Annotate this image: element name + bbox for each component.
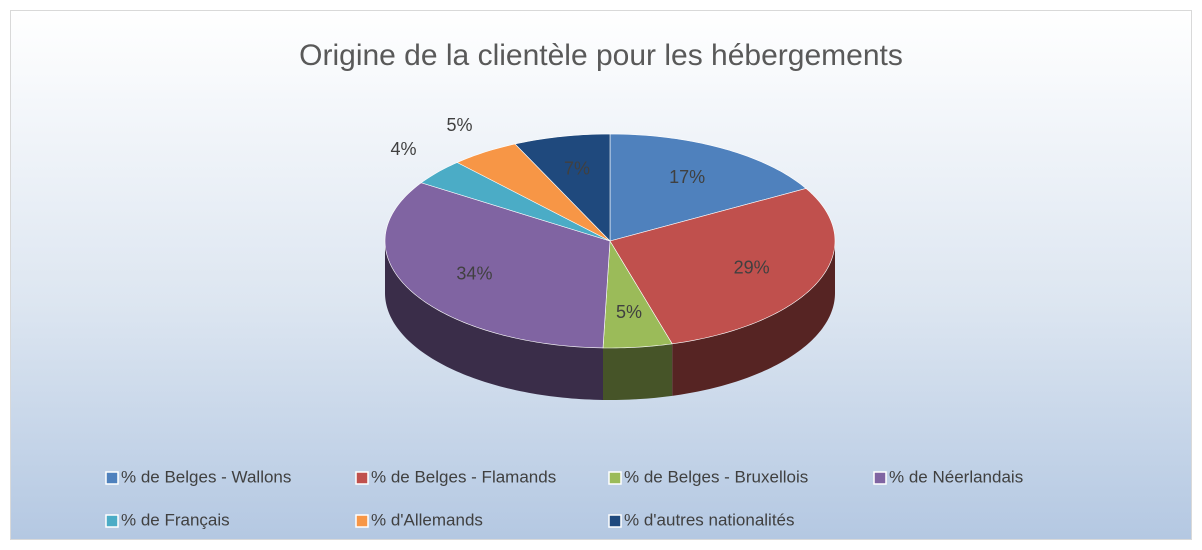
pie-slice	[456, 143, 611, 242]
legend-label: % de Belges - Wallons	[121, 467, 291, 486]
legend-swatch	[608, 514, 622, 528]
legend-swatch	[608, 471, 622, 485]
legend-label: % d'Allemands	[371, 510, 483, 529]
legend-label: % de Belges - Bruxellois	[624, 467, 808, 486]
pie-slice	[384, 182, 611, 349]
data-label: 5%	[447, 115, 473, 135]
legend-swatch	[355, 514, 369, 528]
data-label: 17%	[669, 167, 705, 187]
chart-title: Origine de la clientèle pour les héberge…	[299, 39, 903, 72]
pie-slice	[602, 240, 673, 349]
pie-side	[672, 241, 835, 396]
legend-swatch	[355, 471, 369, 485]
legend-label: % d'autres nationalités	[624, 510, 795, 529]
data-label: 29%	[734, 257, 770, 277]
data-label: 7%	[564, 159, 590, 179]
legend-label: % de Français	[121, 510, 230, 529]
legend-swatch	[105, 471, 119, 485]
pie-slice	[514, 133, 611, 242]
pie-slice	[420, 162, 611, 242]
pie-slice	[609, 133, 807, 242]
pie-slice	[609, 188, 836, 345]
legend-label: % de Belges - Flamands	[371, 467, 556, 486]
legend-swatch	[873, 471, 887, 485]
legend-swatch	[105, 514, 119, 528]
data-label: 5%	[616, 302, 642, 322]
data-label: 34%	[456, 263, 492, 283]
legend-label: % de Néerlandais	[889, 467, 1023, 486]
pie-side	[603, 343, 673, 400]
data-label: 4%	[390, 139, 416, 159]
pie-side	[385, 241, 604, 400]
